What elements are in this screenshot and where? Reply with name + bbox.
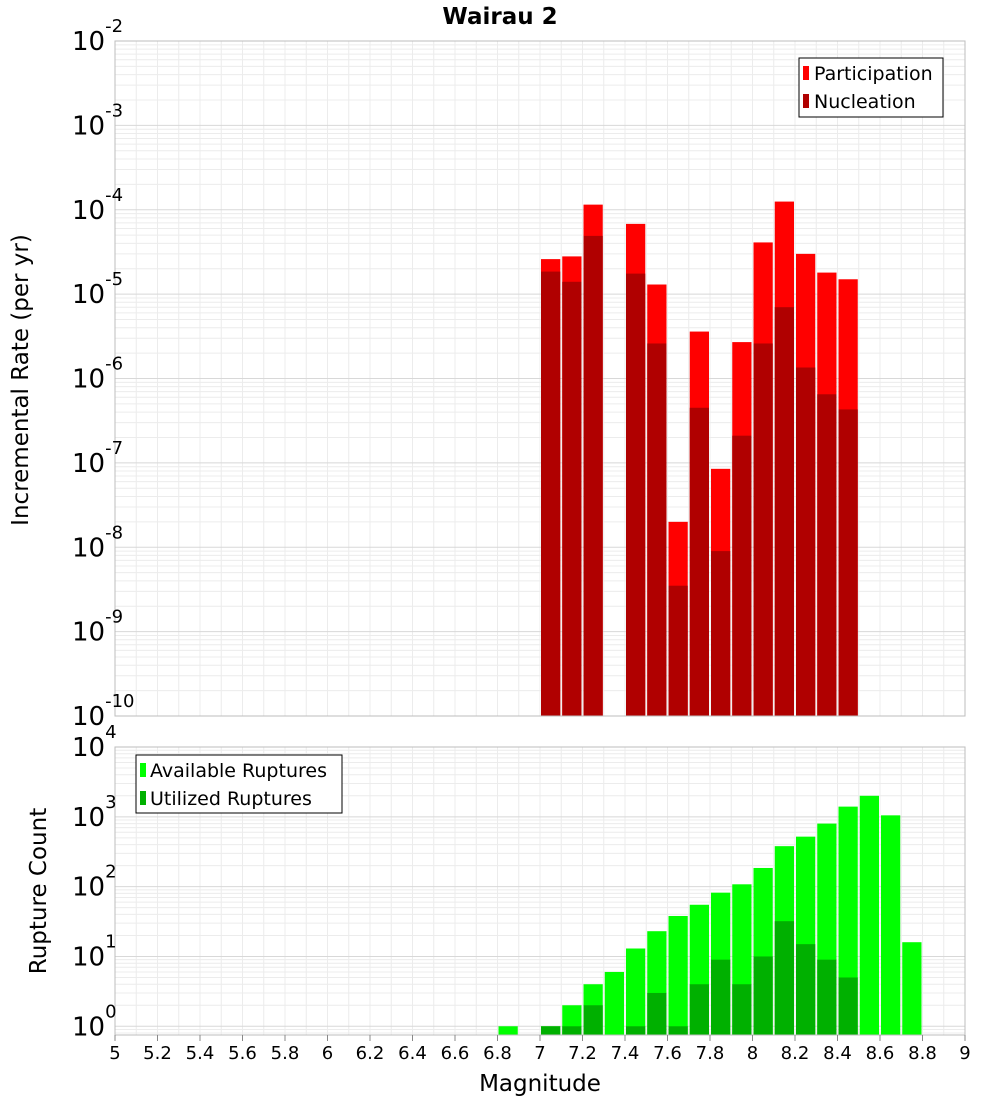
x-tick-label: 7.6 <box>653 1043 682 1064</box>
nucleation-legend-swatch <box>803 94 809 108</box>
nucleation-legend-label: Nucleation <box>814 91 916 113</box>
count-legend-box <box>135 754 343 814</box>
rate-bar-nucleation <box>689 407 709 716</box>
rate-panel-bars <box>541 201 858 717</box>
rate-legend-box <box>798 57 944 118</box>
y-tick-label: 102 <box>72 862 117 903</box>
participation-legend-swatch <box>803 66 809 80</box>
rate-bar-nucleation <box>647 343 667 716</box>
y-tick-label: 10-6 <box>72 354 123 395</box>
y-tick-label: 100 <box>72 1001 117 1042</box>
participation-legend-label: Participation <box>814 63 933 85</box>
count-bar-available-ruptures <box>626 948 646 1035</box>
y-tick-label: 10-3 <box>72 100 123 141</box>
rate-bar-nucleation <box>817 394 837 716</box>
x-axis-label: Magnitude <box>479 1071 601 1097</box>
count-bar-utilized-ruptures <box>647 992 667 1035</box>
count-bar-utilized-ruptures <box>626 1026 646 1035</box>
count-bar-utilized-ruptures <box>753 956 773 1035</box>
y-tick-label: 10-10 <box>72 691 135 732</box>
x-tick-label: 7.8 <box>696 1043 725 1064</box>
y-tick-label: 10-9 <box>72 607 123 648</box>
x-tick-label: 5.6 <box>228 1043 257 1064</box>
utilized-legend-swatch <box>140 791 146 805</box>
x-tick-label: 5.2 <box>143 1043 172 1064</box>
chart-title: Wairau 2 <box>442 4 557 30</box>
y-tick-label: 10-8 <box>72 522 123 563</box>
rate-panel-legend: Participation Nucleation <box>798 57 944 118</box>
count-bar-utilized-ruptures <box>711 959 731 1035</box>
count-panel-legend: Available Ruptures Utilized Ruptures <box>135 754 343 814</box>
count-panel-x-ticks: 5 5.2 5.4 5.6 5.8 6 6.2 6.4 6.6 6.8 7 7.2 7.4 7.6 7.8 8… <box>109 1035 971 1064</box>
x-tick-label: 8.6 <box>866 1043 895 1064</box>
x-tick-label: 5.4 <box>186 1043 215 1064</box>
count-bar-available-ruptures <box>668 915 688 1035</box>
x-tick-label: 6.2 <box>356 1043 385 1064</box>
count-bar-utilized-ruptures <box>689 984 709 1035</box>
count-bar-available-ruptures <box>902 942 922 1035</box>
y-tick-label: 104 <box>72 722 117 763</box>
count-bar-available-ruptures <box>881 815 901 1035</box>
x-tick-label: 6.8 <box>483 1043 512 1064</box>
count-panel-y-axis-label: Rupture Count <box>26 808 52 974</box>
count-bar-utilized-ruptures <box>668 1026 688 1035</box>
rate-panel-frame <box>114 40 966 717</box>
rate-bar-nucleation <box>626 273 646 716</box>
x-tick-label: 7.4 <box>611 1043 640 1064</box>
x-tick-label: 5 <box>109 1043 120 1064</box>
rate-panel-grid <box>114 40 966 717</box>
x-tick-label: 6.4 <box>398 1043 427 1064</box>
x-tick-label: 9 <box>959 1043 970 1064</box>
count-bar-available-ruptures <box>859 795 879 1035</box>
x-tick-label: 8.2 <box>781 1043 810 1064</box>
x-tick-label: 8.8 <box>908 1043 937 1064</box>
x-tick-label: 5.8 <box>271 1043 300 1064</box>
rate-bar-nucleation <box>838 409 858 716</box>
rate-bar-nucleation <box>796 367 816 716</box>
count-panel-y-ticks: 100 101 102 103 104 <box>72 722 117 1042</box>
y-tick-label: 10-7 <box>72 438 123 479</box>
y-tick-label: 10-2 <box>72 16 123 57</box>
count-bar-utilized-ruptures <box>541 1026 561 1035</box>
rate-panel-y-axis-label: Incremental Rate (per yr) <box>8 234 34 526</box>
rate-bar-nucleation <box>753 343 773 716</box>
rate-bar-nucleation <box>732 435 752 716</box>
count-bar-utilized-ruptures <box>838 977 858 1035</box>
available-legend-label: Available Ruptures <box>150 760 327 782</box>
x-tick-label: 6.6 <box>441 1043 470 1064</box>
count-bar-utilized-ruptures <box>796 944 816 1035</box>
y-tick-label: 103 <box>72 792 117 833</box>
rate-bar-nucleation <box>711 551 731 716</box>
utilized-legend-label: Utilized Ruptures <box>150 788 312 810</box>
count-bar-available-ruptures <box>604 971 624 1035</box>
rate-bar-nucleation <box>562 281 582 716</box>
x-tick-label: 7.2 <box>568 1043 597 1064</box>
y-tick-label: 10-5 <box>72 269 123 310</box>
x-tick-label: 8 <box>747 1043 758 1064</box>
rate-panel-y-ticks: 10-10 10-9 10-8 10-7 10-6 10-5 10-4 10-3 10-2 <box>72 16 135 732</box>
x-tick-label: 7 <box>534 1043 545 1064</box>
count-bar-utilized-ruptures <box>583 1005 603 1035</box>
count-bar-utilized-ruptures <box>774 921 794 1035</box>
count-bar-utilized-ruptures <box>562 1026 582 1035</box>
count-panel-bars <box>498 795 922 1035</box>
y-tick-label: 101 <box>72 931 117 972</box>
y-tick-label: 10-4 <box>72 185 123 226</box>
rate-bar-nucleation <box>668 585 688 716</box>
x-tick-label: 8.4 <box>823 1043 852 1064</box>
count-bar-utilized-ruptures <box>817 959 837 1035</box>
count-bar-utilized-ruptures <box>732 984 752 1035</box>
count-bar-available-ruptures <box>498 1026 518 1035</box>
rate-bar-nucleation <box>541 271 561 716</box>
x-tick-label: 6 <box>322 1043 333 1064</box>
rate-bar-nucleation <box>774 307 794 716</box>
rate-bar-nucleation <box>583 235 603 716</box>
available-legend-swatch <box>140 763 146 777</box>
